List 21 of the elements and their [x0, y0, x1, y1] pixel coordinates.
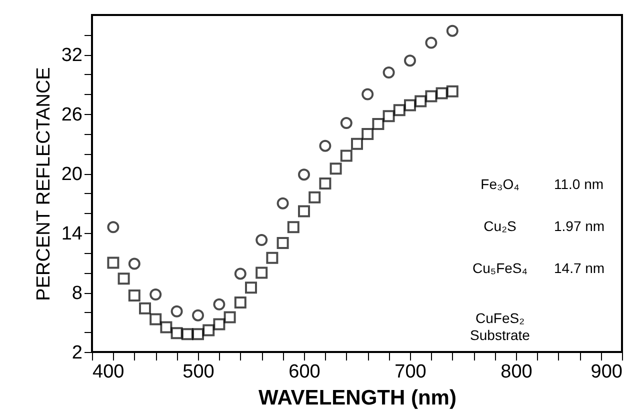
annotation: CuFeS₂ Substrate: [470, 310, 530, 343]
x-tick-label: 700: [394, 362, 426, 382]
x-tick-label: 500: [182, 362, 214, 382]
annotation: 11.0 nm: [554, 176, 604, 192]
y-axis-title: PERCENT REFLECTANCE: [33, 67, 54, 301]
annotation: 1.97 nm: [554, 218, 605, 234]
y-tick-label: 20: [61, 164, 82, 186]
x-tick-label: 900: [590, 362, 622, 382]
annotation: Fe₃O₄: [480, 176, 520, 192]
y-tick-label: 8: [72, 283, 82, 304]
x-tick-label: 600: [288, 362, 320, 382]
y-tick-label: 32: [61, 45, 82, 66]
y-tick-label: 14: [61, 224, 83, 245]
y-tick-label: 2: [72, 342, 82, 364]
x-tick-label: 800: [500, 362, 532, 382]
annotation: Cu₅FeS₄: [472, 260, 528, 276]
annotation: Cu₂S: [484, 218, 516, 234]
x-axis-title: WAVELENGTH (nm): [258, 386, 456, 410]
annotation: 14.7 nm: [554, 260, 605, 276]
y-tick-label: 26: [61, 104, 82, 126]
x-tick-label: 400: [92, 362, 124, 382]
